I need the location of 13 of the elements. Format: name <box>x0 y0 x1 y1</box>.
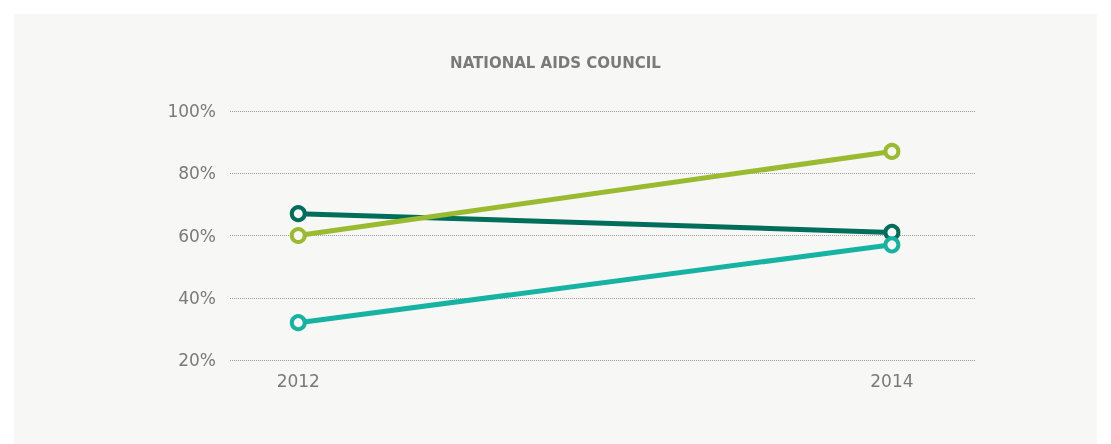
chart-title: NATIONAL AIDS COUNCIL <box>450 53 662 72</box>
x-tick-label: 2012 <box>276 370 320 391</box>
point <box>289 314 307 332</box>
point <box>883 142 901 160</box>
y-tick-label: 40% <box>178 287 216 308</box>
point <box>883 236 901 254</box>
point <box>289 227 307 244</box>
y-tick-label: 20% <box>178 350 216 370</box>
point <box>289 205 307 223</box>
x-tick-label: 2014 <box>870 370 914 391</box>
y-tick-label: 100% <box>167 101 216 121</box>
y-tick-label: 80% <box>178 163 216 184</box>
y-tick-label: 60% <box>178 225 216 246</box>
